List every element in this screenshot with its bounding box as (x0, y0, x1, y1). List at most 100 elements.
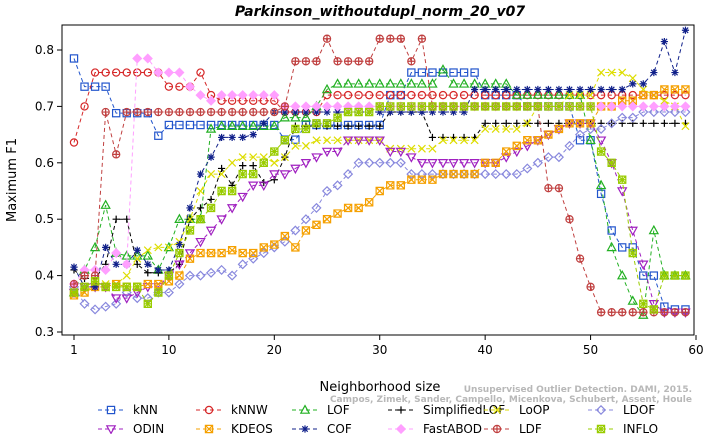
data-point-inflo (386, 102, 395, 111)
data-point-ldf (164, 107, 174, 117)
data-point-cof (154, 266, 162, 274)
data-point-cof (133, 246, 141, 254)
data-point-ldof (606, 118, 617, 129)
data-point-lof (142, 250, 154, 260)
data-point-ldf (185, 107, 195, 117)
data-point-ldf (386, 34, 395, 43)
data-point-fastabod (627, 101, 638, 112)
data-point-odin (627, 226, 638, 237)
data-point-cof (281, 108, 289, 116)
data-point-inflo (544, 102, 553, 111)
data-point-lof (332, 78, 343, 88)
data-point-cof (312, 108, 321, 116)
data-point-lof (290, 112, 301, 122)
data-point-inflo (175, 248, 184, 258)
data-point-inflo (459, 102, 469, 111)
data-point-ldof (406, 169, 417, 180)
data-point-kdeos (428, 175, 437, 184)
data-point-inflo (407, 102, 416, 111)
data-point-fastabod (237, 90, 248, 101)
series-knn (69, 54, 690, 314)
data-point-odin (269, 170, 280, 180)
legend-label: LoOP (519, 403, 550, 417)
data-point-lof (564, 89, 575, 99)
data-point-knn (80, 82, 89, 91)
data-point-odin (248, 181, 259, 192)
data-point-inflo (512, 102, 521, 111)
data-point-loop (238, 153, 247, 162)
data-point-ldof (585, 123, 596, 135)
data-point-ldf (628, 308, 637, 317)
data-point-cof (608, 85, 616, 94)
plot-area (61, 24, 695, 336)
data-point-lof (226, 120, 238, 130)
data-point-odin (437, 159, 449, 169)
data-point-cof (586, 85, 595, 94)
legend-marker-loop (492, 405, 502, 415)
series-odin (68, 119, 691, 318)
data-point-knn (649, 271, 659, 280)
data-point-fastabod (174, 67, 185, 78)
data-point-inflo (565, 102, 574, 111)
data-point-odin (216, 215, 227, 225)
data-point-loop (523, 119, 532, 128)
legend-label: SimplifiedLOF (423, 403, 505, 417)
data-point-odin (511, 147, 522, 158)
data-point-fastabod (311, 101, 322, 112)
data-point-ldf (217, 107, 226, 117)
data-point-simplifiedlof (217, 164, 226, 173)
data-point-cof (333, 108, 342, 116)
data-point-knn (196, 120, 205, 130)
data-point-inflo (249, 169, 258, 179)
data-point-cof (639, 80, 647, 88)
data-point-ldf (69, 279, 79, 289)
data-point-fastabod (153, 67, 164, 78)
data-point-ldof (364, 157, 375, 168)
data-point-ldof (395, 157, 406, 168)
data-point-odin (237, 192, 248, 203)
data-point-lof (595, 179, 607, 190)
data-point-cof (418, 108, 426, 116)
data-point-inflo (90, 277, 100, 286)
data-point-simplifiedlof (344, 122, 352, 130)
data-point-loop (207, 170, 216, 179)
data-point-ldf (596, 308, 606, 317)
data-point-kdeos (575, 119, 585, 128)
data-point-cof (302, 108, 310, 116)
data-point-ldof (638, 106, 649, 118)
data-point-cof (523, 85, 531, 94)
data-point-inflo (670, 271, 680, 280)
data-point-ldof (480, 169, 491, 180)
data-point-kdeos (512, 141, 521, 151)
data-point-kdeos (259, 243, 268, 252)
data-point-lof (353, 78, 364, 88)
data-point-kdeos (459, 169, 469, 179)
data-point-ldf (227, 107, 237, 117)
data-point-inflo (523, 102, 532, 111)
data-point-cof (291, 108, 299, 116)
data-point-lof (321, 83, 333, 94)
data-point-kdeos (670, 85, 680, 94)
legend-item-lof: LOF (292, 403, 350, 417)
data-point-simplifiedlof (544, 119, 553, 127)
data-point-odin (332, 147, 343, 158)
legend-label: ODIN (133, 422, 164, 434)
data-point-ldof (269, 242, 280, 253)
data-point-lof (406, 78, 417, 88)
data-point-simplifiedlof (133, 260, 141, 268)
data-point-knn (101, 82, 110, 91)
data-point-loop (628, 74, 637, 83)
data-point-knnw (175, 82, 184, 91)
data-point-odin (226, 204, 238, 214)
data-point-ldof (659, 106, 670, 118)
series-line-loop (74, 72, 686, 294)
data-point-odin (290, 164, 301, 175)
data-point-kdeos (386, 181, 395, 190)
data-point-kdeos (396, 181, 406, 190)
data-point-odin (258, 181, 269, 192)
data-point-cof (449, 108, 458, 116)
data-point-loop (565, 91, 574, 100)
data-point-odin (595, 136, 607, 146)
data-point-lof (385, 78, 396, 88)
data-point-lof (616, 269, 628, 280)
